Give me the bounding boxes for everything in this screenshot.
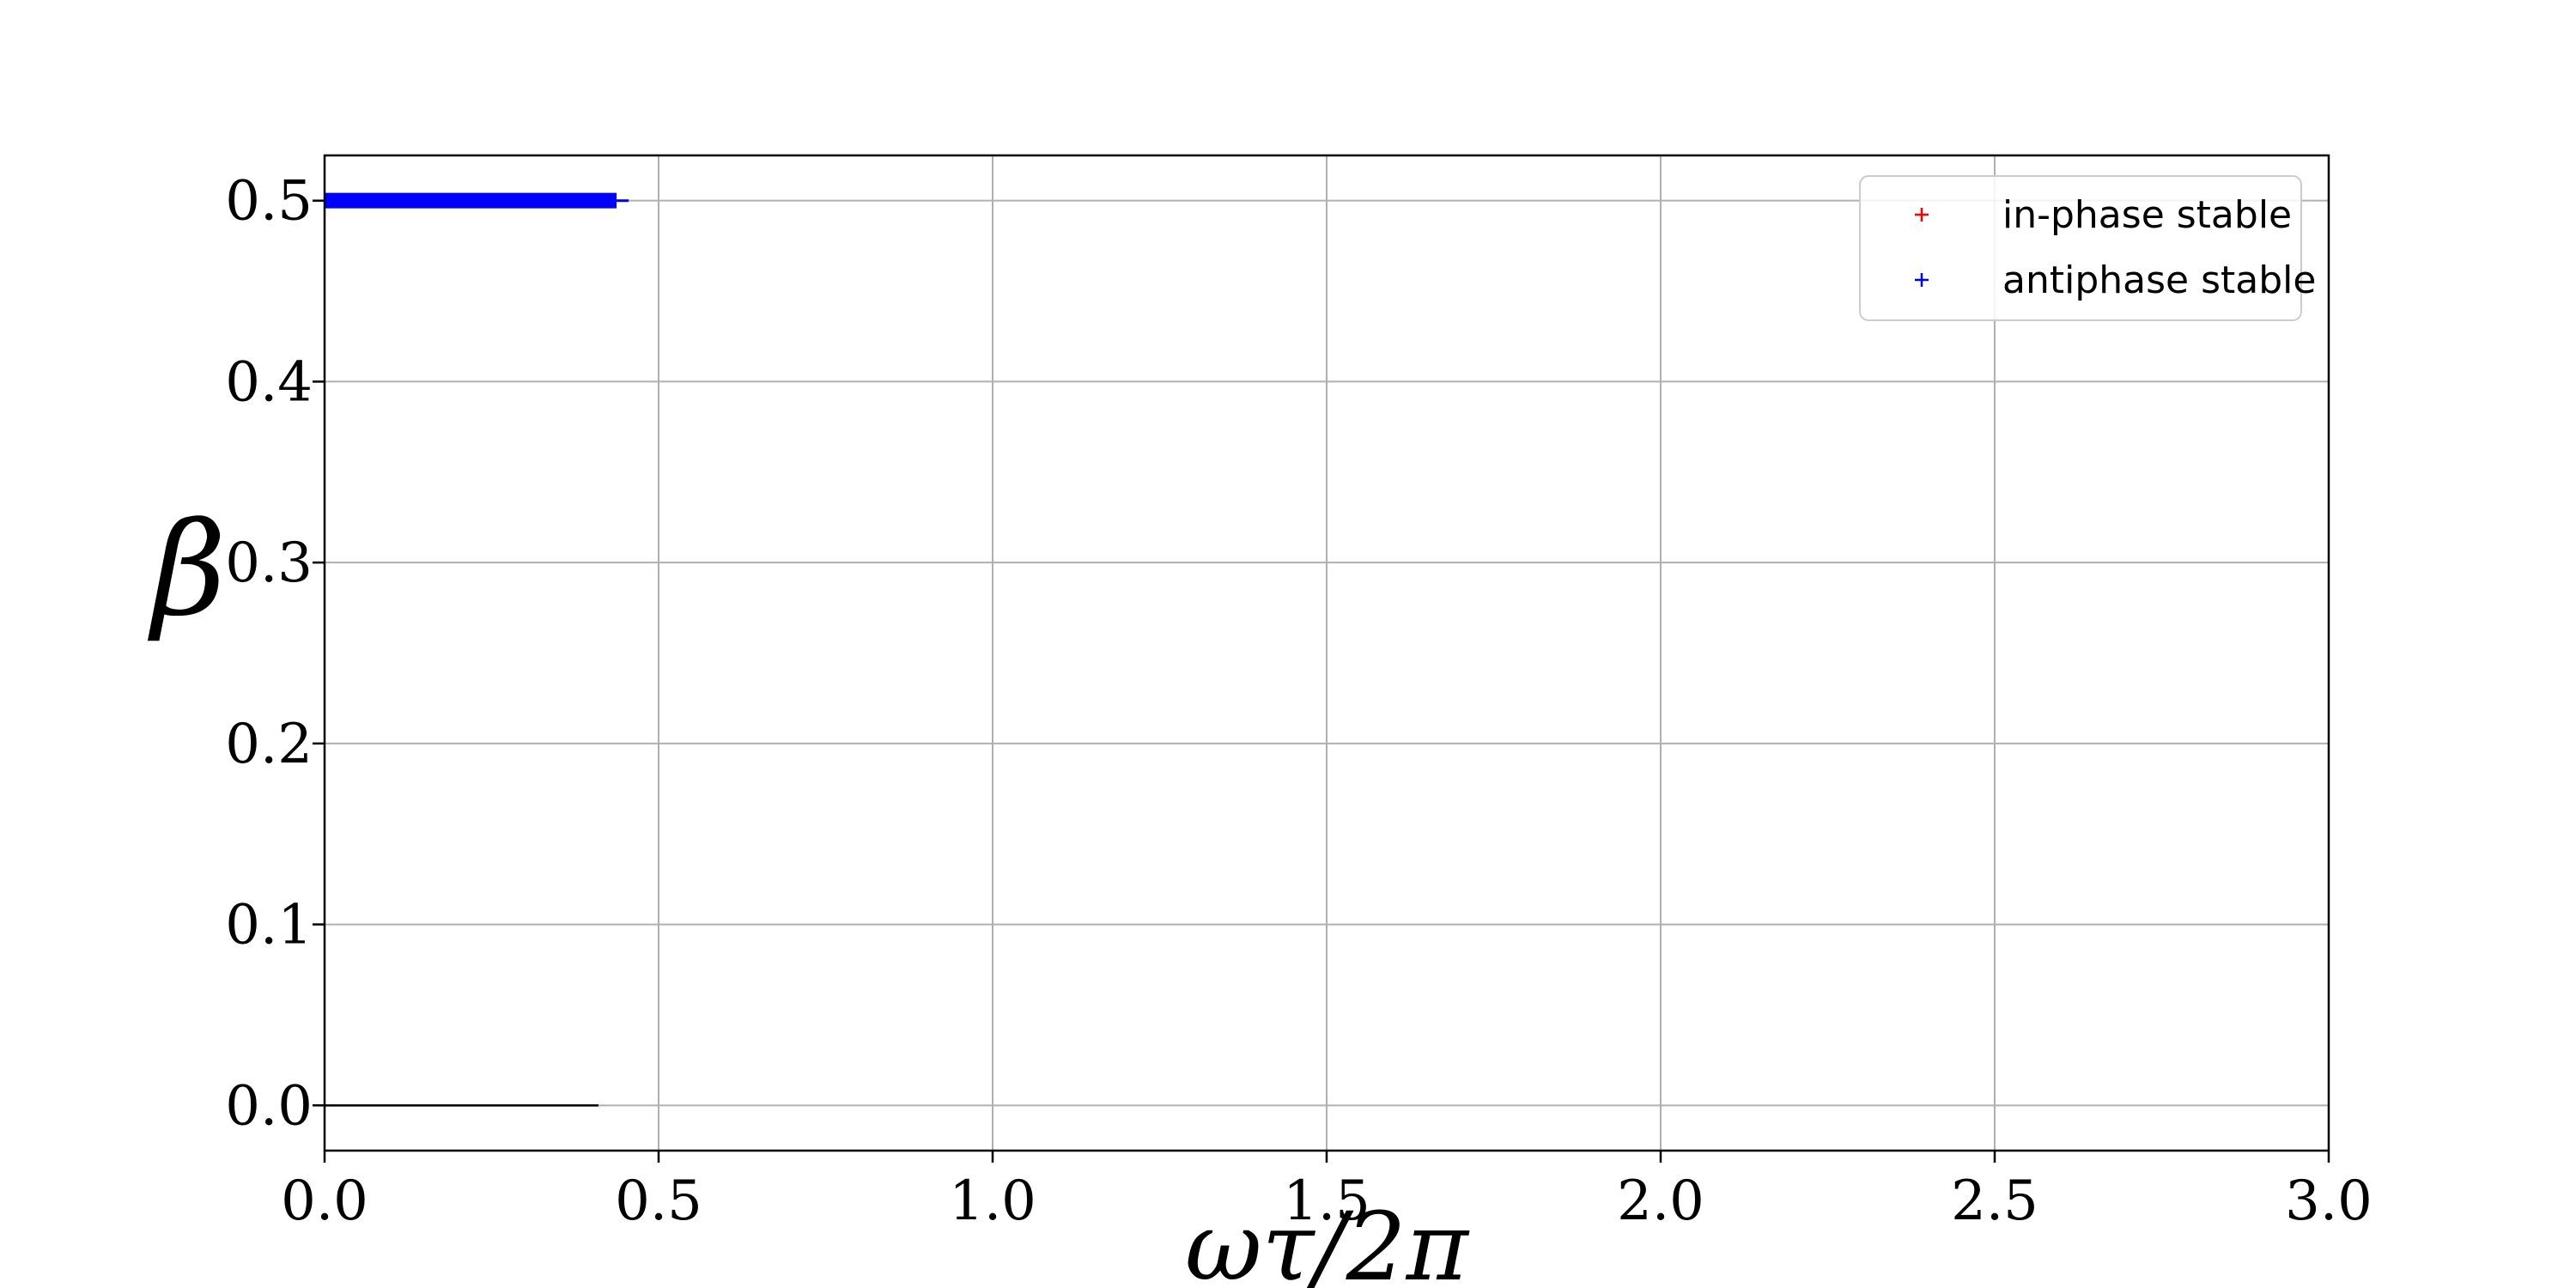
- y-tick-label-3: 0.3: [225, 532, 313, 595]
- legend-label-0: in-phase stable: [2002, 193, 2292, 237]
- x-tick-label-3: 1.5: [1283, 1170, 1370, 1233]
- x-tick-label-6: 3.0: [2285, 1170, 2372, 1233]
- x-axis-label: ωτ/2π: [1185, 1192, 1470, 1288]
- y-axis-label: β: [148, 495, 227, 645]
- legend: in-phase stable antiphase stable: [1859, 175, 2316, 321]
- y-tick-label-1: 0.1: [225, 894, 313, 957]
- x-tick-label-5: 2.5: [1951, 1170, 2038, 1233]
- x-tick-label-1: 0.5: [615, 1170, 702, 1233]
- y-tick-label-4: 0.4: [225, 350, 313, 414]
- y-tick-label-0: 0.0: [225, 1074, 313, 1138]
- y-tick-label-5: 0.5: [225, 170, 313, 234]
- legend-label-1: antiphase stable: [2002, 258, 2316, 302]
- axis-ticks: 0.0 0.5 1.0 1.5 2.0 2.5 3.0 0.0 0.1 0.2 0.3 0.4 0.5: [225, 170, 2372, 1233]
- x-tick-label-0: 0.0: [281, 1170, 368, 1233]
- x-tick-label-4: 2.0: [1617, 1170, 1704, 1233]
- legend-box: [1859, 175, 2302, 321]
- data-layer: [325, 192, 629, 1107]
- y-tick-label-2: 0.2: [225, 713, 313, 776]
- x-tick-label-2: 1.0: [949, 1170, 1036, 1233]
